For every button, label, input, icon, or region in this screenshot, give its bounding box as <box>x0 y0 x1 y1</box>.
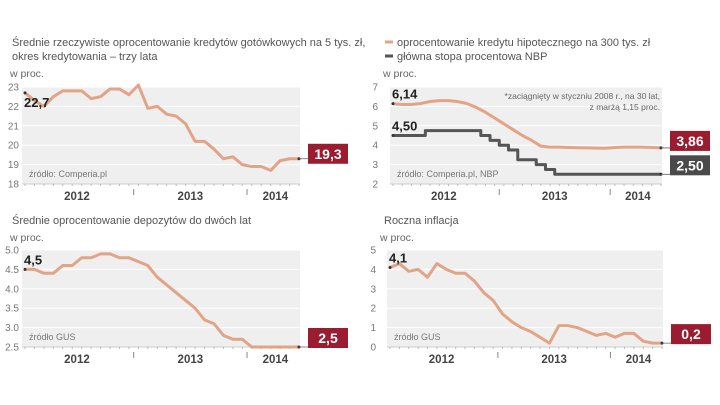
y-tick-label: 3 <box>372 160 378 171</box>
y-tick-label: 2 <box>372 180 378 191</box>
series-line-1 <box>389 262 662 345</box>
x-tick-label: 2014 <box>263 354 289 366</box>
x-tick-label: 2012 <box>431 191 457 203</box>
chart-title: Średnie rzeczywiste oprocentowanie kredy… <box>12 36 365 49</box>
chart-panel-2: oprocentowanie kredytu hipotecznego na 3… <box>372 37 710 203</box>
chart-panel-1: Średnie rzeczywiste oprocentowanie kredy… <box>8 36 366 203</box>
x-tick-label: 2013 <box>541 354 567 366</box>
legend-entry: oprocentowanie kredytu hipotecznego na 3… <box>397 37 651 49</box>
series-line-1 <box>24 83 299 172</box>
end-value-box <box>670 130 710 151</box>
y-unit-label: w proc. <box>9 232 44 244</box>
end-value-box <box>308 328 348 348</box>
y-tick-label: 7 <box>372 83 378 94</box>
y-tick-label: 3.0 <box>5 323 19 334</box>
y-tick-label: 0 <box>370 343 376 354</box>
footnote: *zaciągnięty w styczniu 2008 r., na 30 l… <box>505 91 660 101</box>
start-value-label: 4,5 <box>24 252 42 267</box>
y-tick-label: 2.5 <box>5 343 19 354</box>
y-tick-label: 4.5 <box>5 265 19 276</box>
y-tick-label: 3 <box>370 284 376 295</box>
x-tick-label: 2014 <box>263 191 289 203</box>
end-value-box <box>670 155 710 176</box>
start-value-label: 22,7 <box>24 95 49 110</box>
y-tick-label: 5.0 <box>5 246 19 257</box>
y-tick-label: 6 <box>372 102 378 113</box>
x-tick-label: 2013 <box>178 354 204 366</box>
y-tick-label: 4 <box>372 141 378 152</box>
y-tick-label: 21 <box>8 121 20 132</box>
legend-entry: główna stopa procentowa NBP <box>397 51 547 63</box>
x-tick-label: 2012 <box>64 191 90 203</box>
source-label: źródło GUS <box>394 332 441 342</box>
y-tick-label: 4.0 <box>5 284 19 295</box>
y-tick-label: 4 <box>370 265 376 276</box>
chart-panel-3: Średnie oprocentowanie depozytów do dwóc… <box>5 214 348 366</box>
start-value-label: 4,50 <box>392 119 417 134</box>
y-unit-label: w proc. <box>9 68 44 80</box>
source-label: źródło GUS <box>29 332 76 342</box>
start-value-label: 6,14 <box>392 87 418 102</box>
y-tick-label: 1 <box>370 323 376 334</box>
y-tick-label: 23 <box>8 83 20 94</box>
x-tick-label: 2013 <box>178 191 204 203</box>
end-value-label: 2,5 <box>318 330 338 346</box>
y-unit-label: w proc. <box>382 68 417 80</box>
start-marker <box>388 265 392 269</box>
chart-title: Roczna inflacja <box>384 215 459 227</box>
end-value-box <box>308 143 348 164</box>
y-tick-label: 3.5 <box>5 304 19 315</box>
source-label: źródło: Comperia.pl <box>29 169 107 179</box>
chart-panel-4: Roczna inflacja w proc. 0 1 2 3 4 5 2012 2013 2014… <box>370 215 711 366</box>
y-tick-label: 5 <box>370 246 376 257</box>
start-marker <box>391 102 395 106</box>
end-value-label: 0,2 <box>681 326 701 342</box>
y-tick-label: 19 <box>8 160 20 171</box>
end-value-box <box>671 324 711 345</box>
y-unit-label: w proc. <box>379 232 414 244</box>
y-tick-label: 18 <box>8 180 20 191</box>
x-tick-label: 2012 <box>64 354 90 366</box>
plot-area <box>390 87 662 184</box>
end-value-label: 2,50 <box>676 157 703 173</box>
y-tick-label: 5 <box>372 121 378 132</box>
start-marker <box>391 134 395 137</box>
start-marker <box>23 267 27 271</box>
series-line-1 <box>392 99 662 150</box>
plot-area <box>387 250 663 347</box>
chart-title: Średnie oprocentowanie depozytów do dwóc… <box>12 214 251 227</box>
y-tick-label: 22 <box>8 102 20 113</box>
start-value-label: 4,1 <box>389 250 407 265</box>
footnote: z marżą 1,15 proc. <box>590 102 660 112</box>
x-tick-label: 2014 <box>626 354 652 366</box>
x-tick-label: 2013 <box>542 191 568 203</box>
source-label: źródło: Comperia.pl, NBP <box>397 169 499 179</box>
end-value-label: 19,3 <box>314 146 341 162</box>
start-marker <box>23 91 27 95</box>
chart-title: okres kredytowania – trzy lata <box>12 51 158 63</box>
x-tick-label: 2014 <box>625 191 651 203</box>
y-tick-label: 20 <box>8 141 20 152</box>
x-tick-label: 2012 <box>429 354 455 366</box>
series-line-2 <box>393 129 661 176</box>
y-tick-label: 2 <box>370 304 376 315</box>
end-value-label: 3,86 <box>676 133 703 149</box>
series-line-1 <box>25 252 299 349</box>
